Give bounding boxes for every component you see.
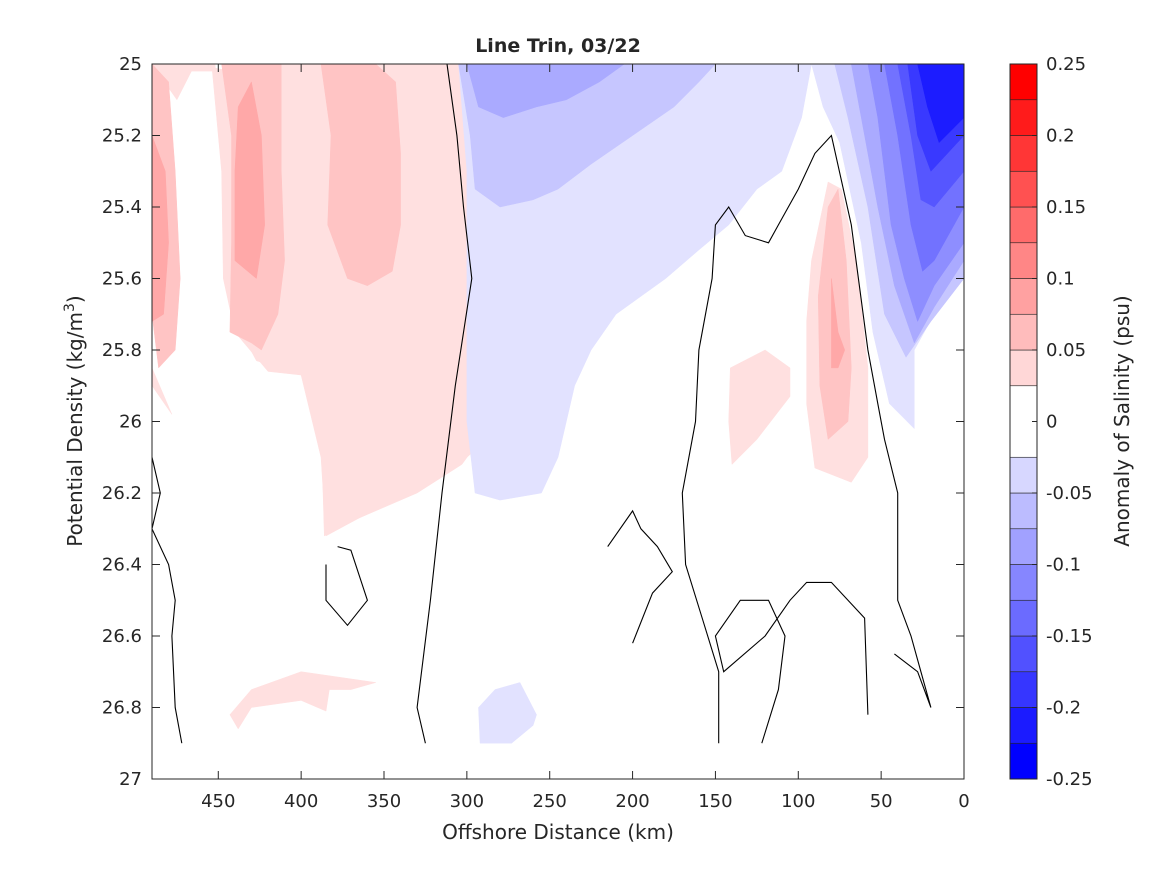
- colorbar-tick-label: 0.15: [1046, 197, 1086, 218]
- colorbar-band: [1009, 635, 1038, 673]
- x-tick-label: 150: [698, 791, 732, 812]
- colorbar-band: [1009, 742, 1038, 780]
- y-tick-label: 26.2: [102, 483, 142, 504]
- zero-contour-line-3: [681, 134, 932, 744]
- x-tick-label: 100: [781, 791, 815, 812]
- x-axis: 450 400 350 300 250 200 150 100 50 0: [201, 64, 970, 812]
- colorbar-tick-label: -0.05: [1046, 483, 1093, 504]
- contour-fill-layer: [152, 64, 964, 744]
- x-tick-label: 350: [367, 791, 401, 812]
- colorbar-tick-label: -0.1: [1046, 555, 1081, 576]
- zero-contour-line-5: [714, 581, 869, 744]
- colorbar-band: [1009, 707, 1038, 744]
- colorbar-tick-label: -0.2: [1046, 698, 1081, 719]
- zero-contour-line-4: [607, 509, 673, 644]
- y-tick-label: 26.8: [102, 698, 142, 719]
- x-tick-label: 400: [284, 791, 318, 812]
- colorbar-band: [1009, 206, 1038, 244]
- contour-region-2: [728, 349, 791, 465]
- y-tick-label: 25.4: [102, 197, 142, 218]
- zero-contour-layer: [152, 64, 932, 744]
- zero-contour-line-1: [152, 457, 183, 744]
- colorbar-band: [1009, 456, 1038, 494]
- y-axis-label: Potential Density (kg/m3): [62, 295, 87, 546]
- colorbar-tick-label: -0.15: [1046, 626, 1093, 647]
- colorbar-band: [1009, 242, 1038, 279]
- contour-region-15: [466, 64, 625, 118]
- colorbar-band: [1009, 599, 1038, 637]
- colorbar-ticks: 0.25 0.2 0.15 0.1 0.05 0 -0.05 -0.1 -0.15 -0.2 -0.…: [1032, 54, 1093, 790]
- colorbar-tick-label: 0.2: [1046, 126, 1075, 147]
- colorbar: [1009, 63, 1038, 780]
- x-tick-label: 250: [533, 791, 567, 812]
- y-tick-label: 27: [119, 769, 142, 790]
- x-tick-label: 300: [450, 791, 484, 812]
- x-tick-label: 0: [958, 791, 969, 812]
- y-tick-label: 25.6: [102, 269, 142, 290]
- colorbar-band: [1009, 63, 1038, 101]
- zero-contour-line-2: [325, 546, 369, 627]
- contour-region-10: [152, 135, 169, 322]
- colorbar-tick-label: -0.25: [1046, 769, 1093, 790]
- contour-region-12: [831, 278, 845, 369]
- x-tick-label: 200: [615, 791, 649, 812]
- x-axis-label: Offshore Distance (km): [442, 820, 674, 844]
- colorbar-band: [1009, 528, 1038, 565]
- colorbar-band: [1009, 135, 1038, 172]
- x-tick-label: 50: [870, 791, 893, 812]
- colorbar-tick-label: 0: [1046, 412, 1057, 433]
- y-tick-label: 25.2: [102, 126, 142, 147]
- y-axis: 25 25.2 25.4 25.6 25.8 26 26.2 26.4 26.6 26.8 27: [102, 54, 964, 790]
- contour-region-24: [930, 64, 964, 101]
- contour-region-11: [234, 81, 265, 279]
- colorbar-band: [1009, 170, 1038, 208]
- y-axis-label-close: ): [63, 295, 87, 303]
- colorbar-tick-label: 0.05: [1046, 340, 1086, 361]
- y-tick-label: 26.6: [102, 626, 142, 647]
- colorbar-band: [1009, 313, 1038, 351]
- y-tick-label: 26.4: [102, 555, 142, 576]
- colorbar-tick-label: 0.25: [1046, 54, 1086, 75]
- zero-contour-line-0: [416, 64, 473, 744]
- x-tick-label: 450: [201, 791, 235, 812]
- colorbar-band: [1009, 99, 1038, 136]
- colorbar-band: [1009, 492, 1038, 530]
- colorbar-band: [1009, 671, 1038, 708]
- colorbar-band: [1009, 564, 1038, 601]
- y-tick-label: 25: [119, 54, 142, 75]
- colorbar-label: Anomaly of Salinity (psu): [1110, 295, 1134, 546]
- y-axis-label-superscript: 3: [62, 303, 78, 312]
- chart-title: Line Trin, 03/22: [475, 35, 641, 57]
- contour-region-5: [478, 682, 537, 744]
- contour-region-8: [320, 64, 401, 286]
- colorbar-tick-label: 0.1: [1046, 269, 1075, 290]
- colorbar-band: [1009, 278, 1038, 315]
- y-tick-label: 25.8: [102, 340, 142, 361]
- y-tick-label: 26: [119, 412, 142, 433]
- contour-region-4: [229, 671, 376, 730]
- colorbar-band: [1009, 349, 1038, 387]
